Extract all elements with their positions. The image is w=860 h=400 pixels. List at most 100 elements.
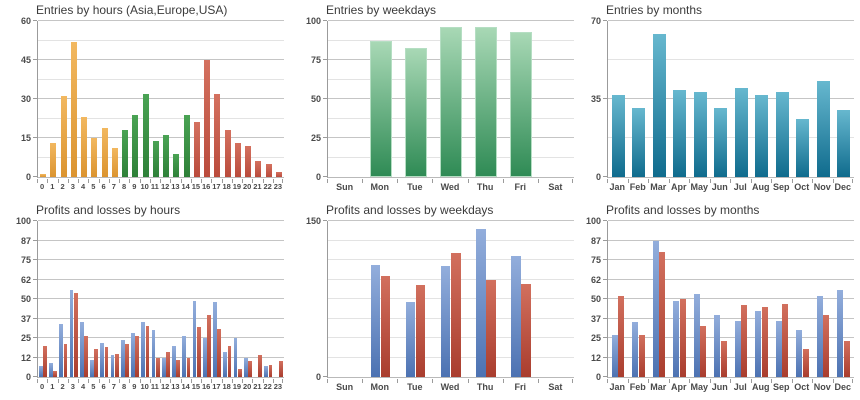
y-axis-tick — [603, 259, 607, 260]
y-axis-tick — [33, 376, 37, 377]
x-axis-tick — [140, 379, 141, 383]
y-axis-label: 60 — [20, 16, 31, 26]
gridline — [38, 239, 284, 241]
x-axis-tick — [109, 179, 110, 183]
bar-entries — [510, 32, 533, 177]
bar-losses — [618, 296, 624, 377]
bar-losses — [125, 344, 129, 377]
gridline — [38, 337, 284, 338]
bar-profits — [79, 322, 84, 377]
gridline — [608, 356, 854, 358]
y-axis-tick — [603, 176, 607, 177]
bar-losses — [104, 347, 109, 377]
bar-losses — [196, 327, 201, 377]
x-axis-label: 6 — [101, 382, 106, 391]
x-axis-tick — [833, 379, 834, 383]
x-axis-label: 21 — [253, 382, 262, 391]
bar-entries — [91, 138, 98, 177]
x-axis-tick — [327, 179, 328, 183]
x-axis-tick — [37, 179, 38, 183]
bar-entries — [369, 41, 392, 177]
x-axis-label: 0 — [40, 382, 45, 391]
x-axis-tick — [181, 179, 182, 183]
bar-losses — [176, 360, 181, 377]
bar-losses — [166, 352, 170, 377]
bar-profits — [475, 229, 486, 377]
gridline — [328, 20, 574, 21]
y-axis-label: 37 — [20, 313, 31, 324]
gridline — [328, 220, 574, 221]
bar-profits — [59, 324, 64, 377]
y-axis-label: 0 — [315, 372, 321, 382]
x-axis-label: 12 — [160, 382, 170, 391]
x-axis-tick — [730, 379, 731, 383]
x-axis-tick — [751, 179, 752, 183]
x-axis-tick — [710, 179, 711, 183]
gridline — [38, 78, 284, 80]
x-axis-label: 5 — [91, 382, 96, 391]
bar-losses — [761, 307, 768, 377]
x-axis-label: Jul — [733, 182, 747, 192]
x-axis-label: 23 — [273, 182, 283, 191]
x-axis-label: Jan — [609, 382, 625, 392]
x-axis-label: 21 — [253, 182, 262, 191]
x-axis-tick — [99, 379, 100, 383]
gridline — [38, 117, 284, 119]
x-axis-label: Sat — [548, 382, 563, 392]
x-axis-tick — [58, 379, 59, 383]
x-axis-tick — [170, 179, 171, 183]
bar-losses — [73, 293, 78, 377]
y-axis-tick — [323, 376, 327, 377]
x-axis-label: Sun — [336, 382, 354, 392]
gridline — [38, 278, 284, 280]
bar-profits — [69, 290, 74, 377]
bar-entries — [50, 143, 57, 177]
y-axis-label: 50 — [590, 294, 601, 304]
bar-losses — [258, 355, 263, 377]
y-axis-label: 87 — [590, 235, 601, 246]
plot-area — [327, 20, 574, 178]
chart-title: Entries by weekdays — [326, 3, 437, 17]
y-axis-label: 30 — [20, 94, 31, 104]
y-axis-tick — [33, 239, 37, 241]
gridline — [608, 317, 854, 319]
x-axis-tick — [852, 179, 853, 183]
bar-entries — [796, 119, 810, 177]
x-axis-tick — [242, 179, 243, 183]
y-axis-tick — [33, 298, 37, 299]
x-axis-label: Jan — [609, 182, 625, 192]
bar-entries — [193, 122, 200, 177]
x-axis-tick — [211, 379, 212, 383]
bar-profits — [440, 266, 451, 377]
x-axis-tick — [160, 379, 161, 383]
y-axis-tick — [323, 220, 327, 221]
x-axis-tick — [572, 179, 573, 183]
x-axis-label: Jun — [711, 382, 728, 392]
y-axis-label: 100 — [15, 216, 31, 226]
y-axis-label: 70 — [590, 16, 601, 26]
x-axis-label: 16 — [201, 382, 211, 391]
x-axis-tick — [503, 179, 504, 183]
bar-losses — [659, 252, 665, 377]
x-axis-label: Apr — [671, 182, 687, 192]
x-axis-tick — [397, 379, 398, 383]
y-axis-tick — [603, 317, 607, 319]
x-axis-label: Dec — [834, 382, 851, 392]
bar-profits — [652, 241, 659, 377]
x-axis-tick — [119, 379, 120, 383]
chart-title: Profits and losses by hours — [36, 203, 181, 217]
x-axis-label: 23 — [273, 382, 283, 391]
x-axis-label: 20 — [242, 182, 252, 191]
bar-losses — [802, 349, 809, 377]
x-axis-tick — [432, 179, 433, 183]
x-axis-label: Jun — [711, 182, 728, 192]
bar-losses — [521, 284, 531, 377]
gridline — [608, 98, 854, 99]
x-axis-tick — [628, 379, 629, 383]
bar-entries — [255, 161, 262, 177]
x-axis-label: May — [690, 182, 708, 192]
gridline — [38, 317, 284, 319]
bar-losses — [486, 280, 496, 377]
x-axis-label: 12 — [160, 182, 170, 191]
x-axis-label: Feb — [629, 382, 646, 392]
